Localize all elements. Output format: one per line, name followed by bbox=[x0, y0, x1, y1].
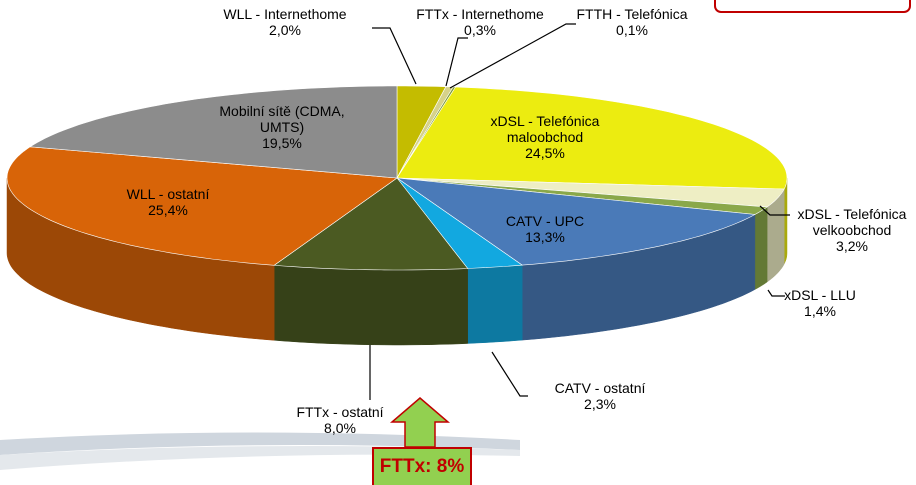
slice-label: xDSL - LLU 1,4% bbox=[770, 287, 870, 319]
value-label: 8,0% bbox=[324, 420, 356, 436]
category-label: Mobilní sítě (CDMA, UMTS) bbox=[219, 103, 345, 135]
pie-side bbox=[754, 206, 768, 290]
slice-label: FTTx - Internethome 0,3% bbox=[380, 6, 580, 38]
category-label: FTTx - Internethome bbox=[416, 6, 544, 22]
pie-slice bbox=[396, 177, 524, 269]
slice-label: CATV - ostatní 2,3% bbox=[530, 380, 670, 412]
leader-line bbox=[767, 289, 785, 297]
pie-side bbox=[273, 265, 469, 346]
category-label: xDSL - Telefónica maloobchod bbox=[490, 113, 600, 145]
slice-label: xDSL - Telefónica maloobchod 24,5% bbox=[460, 113, 630, 161]
leader-line bbox=[491, 351, 528, 397]
category-label: WLL - ostatní bbox=[126, 186, 210, 202]
decor-swoosh bbox=[0, 432, 520, 455]
slice-label: WLL - Internethome 2,0% bbox=[185, 6, 385, 38]
value-label: 13,3% bbox=[525, 229, 565, 245]
pie-slice bbox=[273, 177, 469, 271]
leader-line bbox=[759, 205, 790, 216]
decor-box bbox=[714, 0, 911, 13]
value-label: 2,3% bbox=[584, 396, 616, 412]
category-label: FTTH - Telefónica bbox=[576, 6, 688, 22]
value-label: 3,2% bbox=[836, 238, 868, 254]
value-label: 0,1% bbox=[616, 22, 648, 38]
slice-label: Mobilní sítě (CDMA, UMTS) 19,5% bbox=[197, 103, 367, 151]
pie-slice bbox=[6, 146, 398, 266]
slice-label: WLL - ostatní 25,4% bbox=[98, 186, 238, 218]
category-label: CATV - ostatní bbox=[554, 380, 646, 396]
value-label: 2,0% bbox=[269, 22, 301, 38]
slice-label: CATV - UPC 13,3% bbox=[475, 213, 615, 245]
slice-label: xDSL - Telefónica velkoobchod 3,2% bbox=[787, 206, 916, 254]
category-label: CATV - UPC bbox=[505, 213, 585, 229]
leader-lines bbox=[369, 23, 790, 400]
slice-label: FTTH - Telefónica 0,1% bbox=[532, 6, 732, 38]
category-label: FTTx - ostatní bbox=[296, 404, 384, 420]
category-label: WLL - Internethome bbox=[223, 6, 347, 22]
annotation: FTTx: 8% bbox=[372, 447, 472, 485]
pie-slice bbox=[29, 85, 398, 179]
value-label: 24,5% bbox=[525, 145, 565, 161]
leader-line bbox=[372, 27, 417, 85]
pie-slice bbox=[396, 86, 788, 190]
pie-slice bbox=[396, 177, 785, 208]
annotation-arrow bbox=[389, 397, 451, 448]
category-label: xDSL - LLU bbox=[784, 287, 856, 303]
pie-slice bbox=[395, 177, 756, 266]
category-label: xDSL - Telefónica velkoobchod bbox=[797, 206, 907, 238]
pie-side bbox=[467, 264, 523, 344]
value-label: 1,4% bbox=[804, 303, 836, 319]
slice-label: FTTx - ostatní 8,0% bbox=[270, 404, 410, 436]
value-label: 0,3% bbox=[464, 22, 496, 38]
leader-line bbox=[445, 37, 468, 87]
value-label: 25,4% bbox=[148, 202, 188, 218]
value-label: 19,5% bbox=[262, 135, 302, 151]
pie-sides bbox=[6, 177, 788, 346]
pie-tops bbox=[6, 85, 788, 271]
leader-line bbox=[449, 23, 576, 89]
